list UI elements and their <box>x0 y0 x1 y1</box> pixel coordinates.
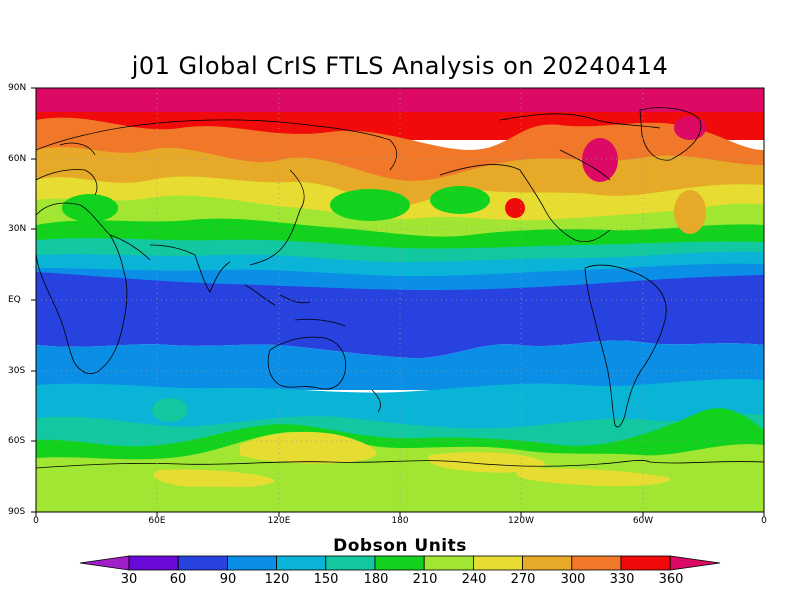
colorbar-arrow-low <box>79 555 130 571</box>
colorbar-swatch <box>571 555 622 571</box>
lat-label-eq: EQ <box>8 295 21 305</box>
colorbar-label: 210 <box>412 572 438 587</box>
grid-lines <box>36 88 764 512</box>
lon-label-120w: 120W <box>507 516 535 526</box>
colorbar-swatch <box>522 555 573 571</box>
lon-label-120e: 120E <box>267 516 291 526</box>
lon-label-60e: 60E <box>148 516 166 526</box>
lon-label-180: 180 <box>391 516 409 526</box>
colorbar-label: 90 <box>219 572 237 587</box>
colorbar-label: 120 <box>264 572 290 587</box>
axis-ticks <box>31 87 765 517</box>
lat-label-60n: 60N <box>8 154 27 164</box>
colorbar <box>79 555 721 571</box>
lat-label-90n: 90N <box>8 83 27 93</box>
lat-label-60s: 60S <box>8 436 26 446</box>
lon-label-0-right: 0 <box>761 516 767 526</box>
lon-label-0-left: 0 <box>33 516 39 526</box>
lat-label-90s: 90S <box>8 507 26 517</box>
colorbar-label: 30 <box>120 572 138 587</box>
colorbar-arrow-high <box>669 555 721 571</box>
colorbar-swatch <box>472 555 523 571</box>
ozone-field <box>36 88 764 512</box>
lat-label-30s: 30S <box>8 366 26 376</box>
colorbar-swatch <box>423 555 474 571</box>
colorbar-label: 150 <box>313 572 339 587</box>
colorbar-swatch <box>276 555 327 571</box>
coastlines <box>36 107 764 469</box>
colorbar-swatch <box>226 555 277 571</box>
colorbar-title: Dobson Units <box>333 536 467 556</box>
colorbar-swatch <box>620 555 671 571</box>
colorbar-label: 60 <box>169 572 187 587</box>
colorbar-swatch <box>374 555 425 571</box>
colorbar-label: 300 <box>560 572 586 587</box>
colorbar-label: 360 <box>658 572 684 587</box>
lon-label-60w: 60W <box>632 516 654 526</box>
colorbar-label: 240 <box>461 572 487 587</box>
colorbar-label: 330 <box>609 572 635 587</box>
colorbar-swatch <box>177 555 228 571</box>
colorbar-label: 180 <box>363 572 389 587</box>
map-title: j01 Global CrIS FTLS Analysis on 2024041… <box>131 52 669 80</box>
colorbar-swatch <box>325 555 376 571</box>
lat-label-30n: 30N <box>8 224 27 234</box>
colorbar-swatch <box>128 555 179 571</box>
colorbar-label: 270 <box>510 572 536 587</box>
